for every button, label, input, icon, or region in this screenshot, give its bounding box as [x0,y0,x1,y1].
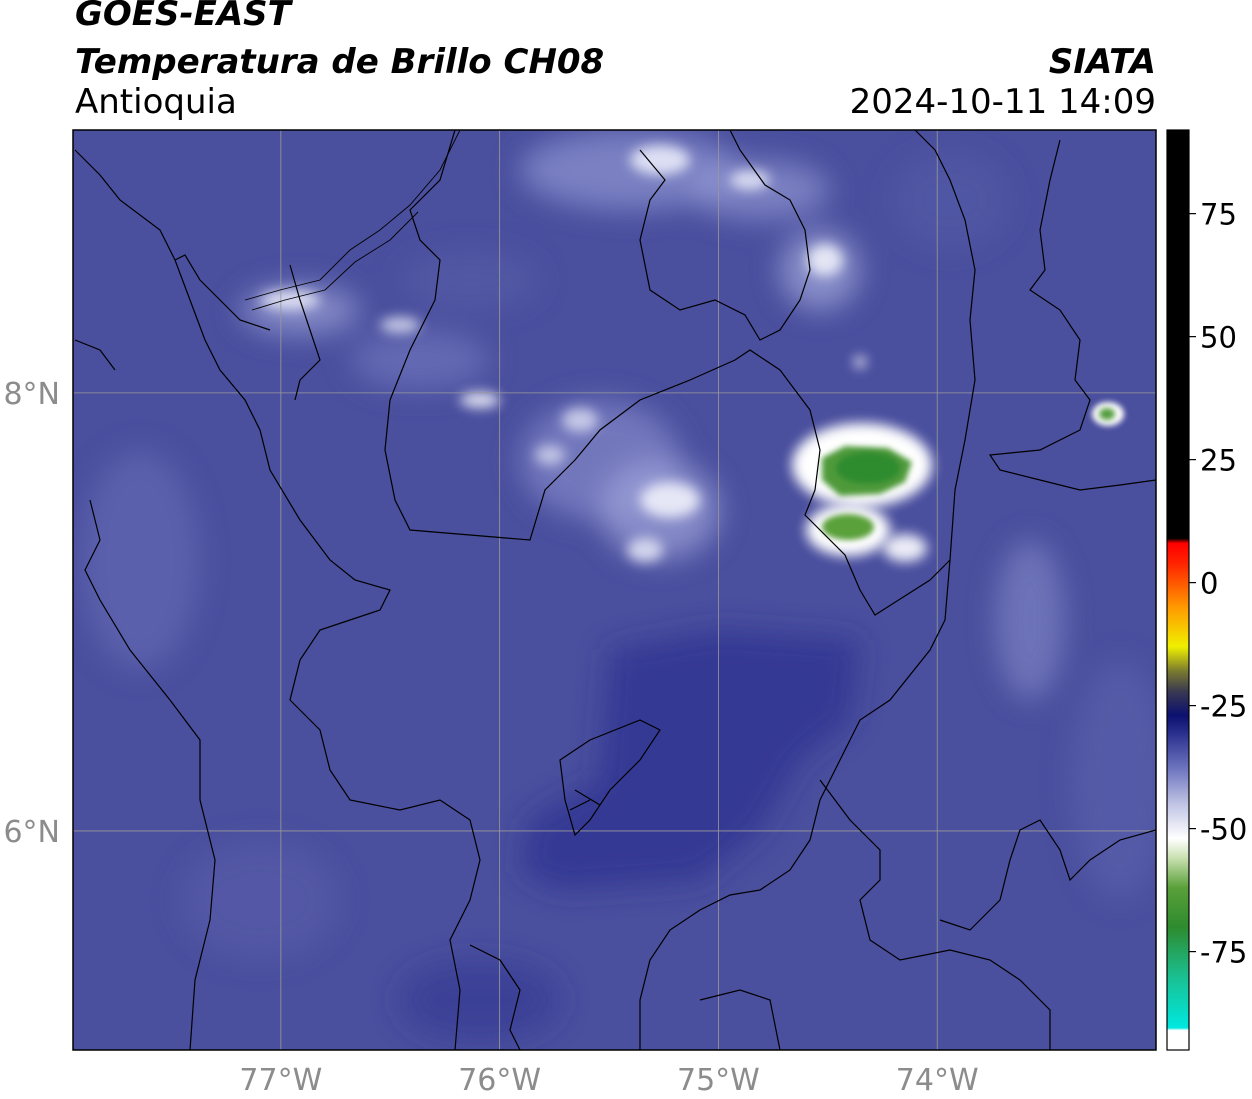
product-title: Temperatura de Brillo CH08 [75,42,605,82]
cloud-texture [80,130,1156,960]
colorbar: 75 50 25 0 -25 -50 -75 [1166,129,1247,1051]
lon-tick-label: 74°W [896,1063,979,1098]
boundary-lines [74,130,1156,1050]
colorbar-tick-label: 25 [1200,444,1237,478]
dark-region [400,630,860,1040]
colorbar-tick-label: 50 [1200,321,1237,355]
region-subtitle: Antioquia [75,82,237,122]
colorbar-tick-label: -75 [1200,936,1247,970]
lon-tick-label: 76°W [458,1063,541,1098]
colorbar-ticks: 75 50 25 0 -25 -50 -75 [1189,198,1247,970]
convective-cores [792,402,1124,556]
colorbar-tick-label: 75 [1200,198,1237,232]
lon-tick-label: 77°W [239,1063,322,1098]
colorbar-tick-label: 0 [1200,567,1218,601]
coastline [244,130,461,311]
lat-tick-label: 6°N [3,815,60,850]
map-panel [73,130,1156,1050]
satellite-title: GOES-EAST [75,0,291,34]
longitude-ticks: 77°W 76°W 75°W 74°W [239,1063,978,1098]
timestamp-label: 2024-10-11 14:09 [849,82,1156,122]
lon-tick-label: 75°W [677,1063,760,1098]
map-gridlines [73,130,1156,1050]
map-frame [72,129,1157,1051]
lat-tick-label: 8°N [3,377,60,412]
colorbar-tick-label: -25 [1200,690,1247,724]
colorbar-gradient [1166,129,1190,1051]
organization-label: SIATA [1048,42,1156,82]
colorbar-tick-label: -50 [1200,813,1247,847]
bright-cloud-fragments [260,145,927,562]
latitude-ticks: 8°N 6°N [3,377,60,850]
